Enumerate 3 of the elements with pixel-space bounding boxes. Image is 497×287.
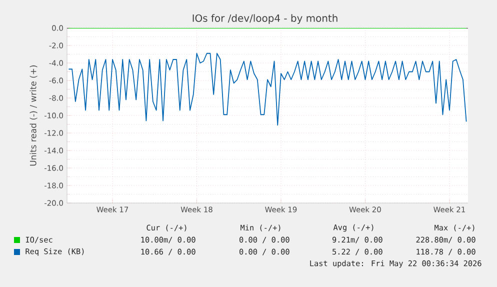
line-series bbox=[68, 52, 467, 126]
chart-title: IOs for /dev/loop4 - by month bbox=[192, 14, 338, 24]
y-axis-title: Units read (-) / write (+) bbox=[30, 65, 38, 166]
